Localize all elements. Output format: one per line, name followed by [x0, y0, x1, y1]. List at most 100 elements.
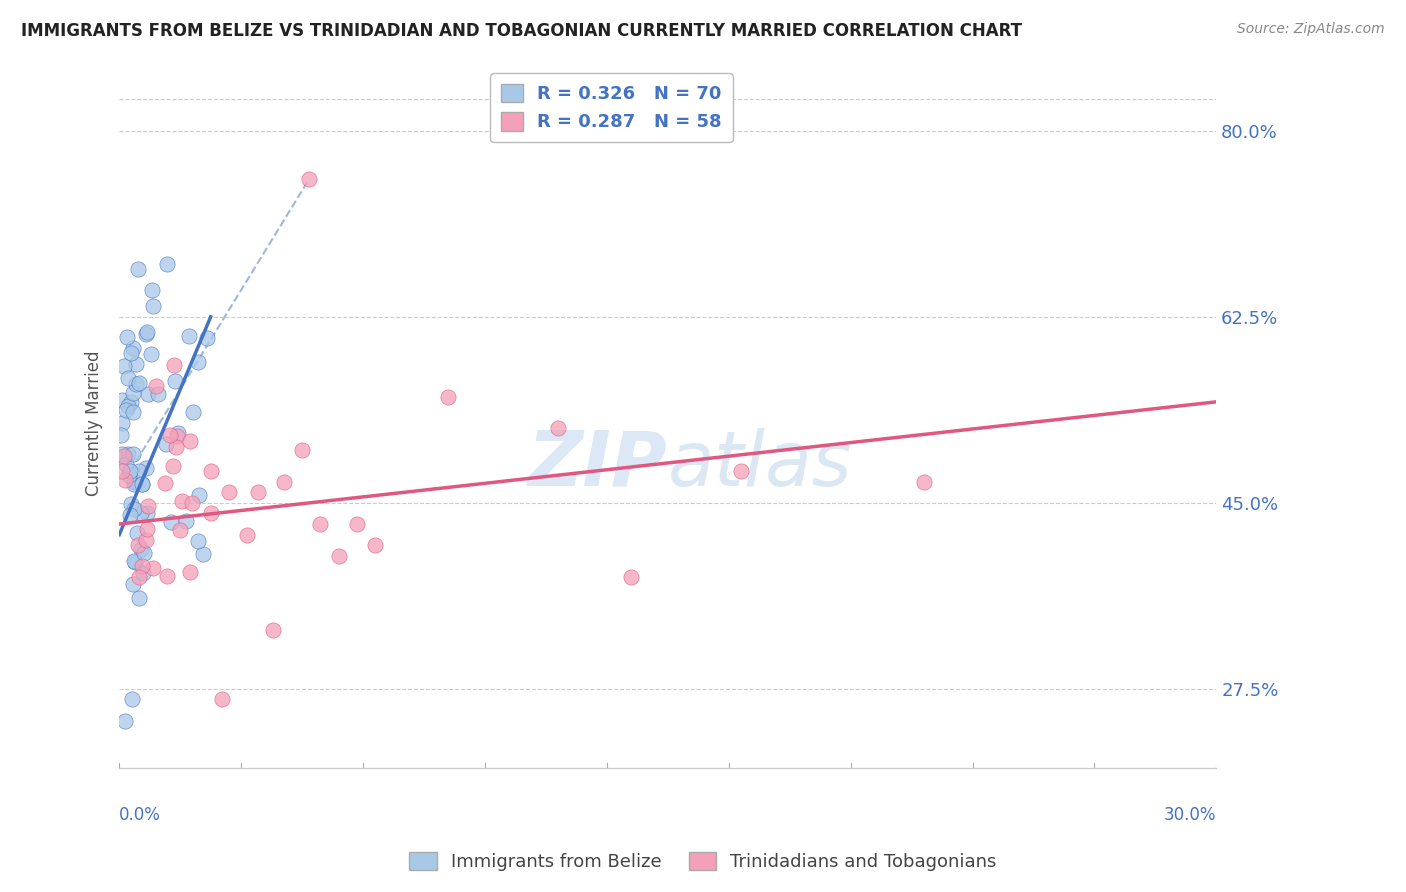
Point	[124, 475, 146, 489]
Point	[122, 386, 145, 401]
Point	[135, 533, 157, 548]
Point	[122, 576, 145, 591]
Point	[437, 390, 460, 404]
Point	[142, 560, 165, 574]
Point	[121, 341, 143, 355]
Point	[132, 566, 155, 580]
Point	[139, 347, 162, 361]
Point	[121, 692, 143, 706]
Point	[141, 283, 163, 297]
Point	[145, 379, 167, 393]
Point	[162, 459, 184, 474]
Point	[181, 496, 204, 510]
Point	[298, 171, 321, 186]
Point	[136, 499, 159, 513]
Point	[129, 541, 152, 556]
Point	[169, 523, 191, 537]
Point	[236, 527, 259, 541]
Point	[166, 429, 188, 443]
Point	[115, 457, 138, 471]
Point	[111, 392, 134, 407]
Point	[165, 374, 187, 388]
Point	[125, 377, 148, 392]
Text: Source: ZipAtlas.com: Source: ZipAtlas.com	[1237, 22, 1385, 37]
Point	[181, 405, 204, 419]
Text: IMMIGRANTS FROM BELIZE VS TRINIDADIAN AND TOBAGONIAN CURRENTLY MARRIED CORRELATI: IMMIGRANTS FROM BELIZE VS TRINIDADIAN AN…	[21, 22, 1022, 40]
Point	[117, 447, 139, 461]
Point	[115, 402, 138, 417]
Point	[124, 357, 146, 371]
Point	[163, 358, 186, 372]
Point	[187, 355, 209, 369]
Point	[115, 330, 138, 344]
Point	[111, 464, 134, 478]
Point	[135, 461, 157, 475]
Point	[142, 299, 165, 313]
Point	[128, 376, 150, 391]
Point	[328, 549, 350, 563]
Point	[120, 496, 142, 510]
Legend: R = 0.326   N = 70, R = 0.287   N = 58: R = 0.326 N = 70, R = 0.287 N = 58	[491, 73, 733, 143]
Point	[262, 624, 284, 638]
Point	[128, 570, 150, 584]
Point	[146, 387, 169, 401]
Point	[165, 440, 187, 454]
Point	[120, 346, 142, 360]
Point	[124, 474, 146, 488]
Point	[122, 554, 145, 568]
Point	[179, 566, 201, 580]
Text: atlas: atlas	[668, 427, 852, 501]
Point	[364, 538, 387, 552]
Point	[156, 257, 179, 271]
Point	[218, 485, 240, 500]
Point	[110, 427, 132, 442]
Point	[128, 463, 150, 477]
Point	[200, 507, 222, 521]
Point	[128, 591, 150, 605]
Point	[131, 558, 153, 573]
Point	[111, 446, 134, 460]
Point	[136, 325, 159, 339]
Point	[114, 714, 136, 728]
Point	[547, 421, 569, 435]
Point	[122, 501, 145, 516]
Point	[122, 405, 145, 419]
Point	[131, 476, 153, 491]
Point	[156, 569, 179, 583]
Point	[131, 506, 153, 520]
Point	[127, 526, 149, 541]
Point	[159, 515, 181, 529]
Point	[135, 522, 157, 536]
Point	[117, 371, 139, 385]
Point	[122, 447, 145, 461]
Point	[155, 437, 177, 451]
Point	[174, 514, 197, 528]
Point	[114, 473, 136, 487]
Point	[620, 570, 643, 584]
Point	[135, 327, 157, 342]
Point	[112, 359, 135, 373]
Point	[117, 399, 139, 413]
Point	[172, 494, 194, 508]
Point	[112, 449, 135, 463]
Point	[188, 488, 211, 502]
Point	[191, 547, 214, 561]
Point	[122, 476, 145, 491]
Point	[167, 425, 190, 440]
Legend: Immigrants from Belize, Trinidadians and Tobagonians: Immigrants from Belize, Trinidadians and…	[402, 845, 1004, 879]
Point	[127, 538, 149, 552]
Point	[153, 476, 176, 491]
Point	[120, 508, 142, 523]
Text: 30.0%: 30.0%	[1164, 805, 1216, 823]
Point	[187, 534, 209, 549]
Point	[179, 328, 201, 343]
Point	[120, 395, 142, 409]
Point	[179, 434, 201, 448]
Point	[127, 262, 149, 277]
Point	[309, 517, 332, 532]
Point	[247, 485, 270, 500]
Point	[291, 442, 314, 457]
Point	[273, 475, 295, 489]
Point	[132, 546, 155, 560]
Point	[200, 464, 222, 478]
